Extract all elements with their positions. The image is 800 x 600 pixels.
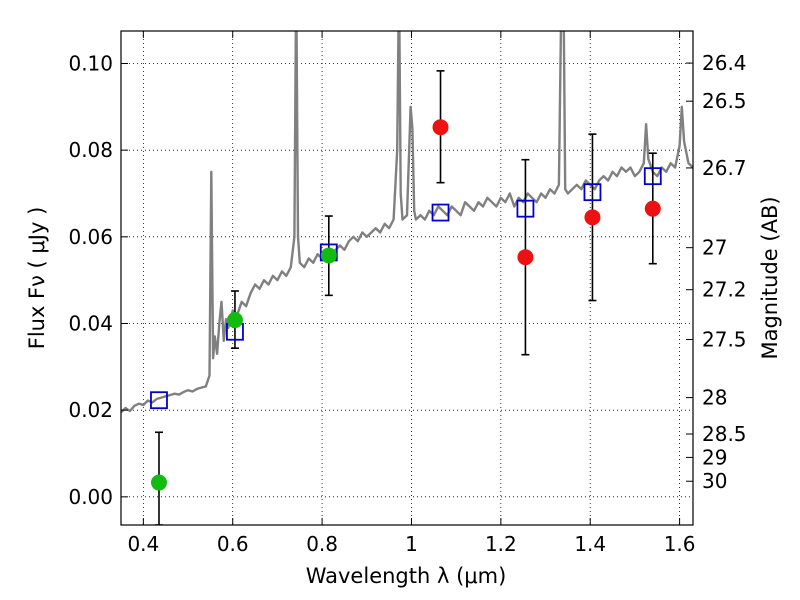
y2-tick-label: 29 — [702, 445, 727, 469]
y-tick-label: 0.04 — [68, 312, 113, 336]
y2-tick-label: 27.2 — [702, 278, 747, 302]
ticks: 0.4 0.6 0.8 1 1.2 1.4 1.6 0.00 0.02 0.04 0.06 0.08 0… — [68, 31, 747, 556]
red-point — [517, 249, 534, 266]
y2-tick-label: 26.5 — [702, 89, 747, 113]
y2-axis-title: Magnitude (AB) — [758, 196, 782, 359]
model-square — [583, 183, 602, 202]
x-tick-label: 0.6 — [217, 532, 249, 556]
x-axis-title: Wavelength λ (μm) — [306, 564, 507, 588]
spectrum-line — [121, 31, 693, 414]
model-square — [643, 167, 662, 186]
y2-tick-label: 27.5 — [702, 328, 747, 352]
green-point — [320, 247, 337, 264]
green-point — [226, 312, 243, 329]
x-tick-label: 0.8 — [306, 532, 338, 556]
x-tick-label: 0.4 — [127, 532, 159, 556]
x-tick-label: 1.2 — [485, 532, 517, 556]
y2-tick-label: 30 — [702, 469, 727, 493]
x-tick-label: 1.4 — [574, 532, 606, 556]
model-square — [516, 199, 535, 218]
model-square — [431, 203, 450, 222]
y-axis-title: Flux Fν ( μJy ) — [25, 207, 49, 350]
plot-area — [121, 31, 693, 525]
y2-tick-label: 27 — [702, 236, 727, 260]
plot-frame — [120, 30, 694, 526]
y2-tick-label: 26.4 — [702, 51, 747, 75]
green-point — [150, 474, 167, 491]
y-tick-label: 0.10 — [68, 52, 113, 76]
y2-tick-label: 26.7 — [702, 156, 747, 180]
y-tick-label: 0.08 — [68, 138, 113, 162]
red-point — [584, 209, 601, 226]
y2-tick-label: 28 — [702, 386, 727, 410]
red-point — [644, 200, 661, 217]
y2-tick-label: 28.5 — [702, 422, 747, 446]
model-square — [150, 391, 168, 410]
y-tick-label: 0.06 — [68, 225, 113, 249]
x-tick-label: 1 — [405, 532, 418, 556]
red-point — [432, 119, 449, 136]
data-layer — [121, 31, 693, 525]
x-tick-label: 1.6 — [664, 532, 696, 556]
grid — [121, 31, 693, 525]
y-tick-label: 0.02 — [68, 398, 113, 422]
y-tick-label: 0.00 — [68, 485, 113, 509]
